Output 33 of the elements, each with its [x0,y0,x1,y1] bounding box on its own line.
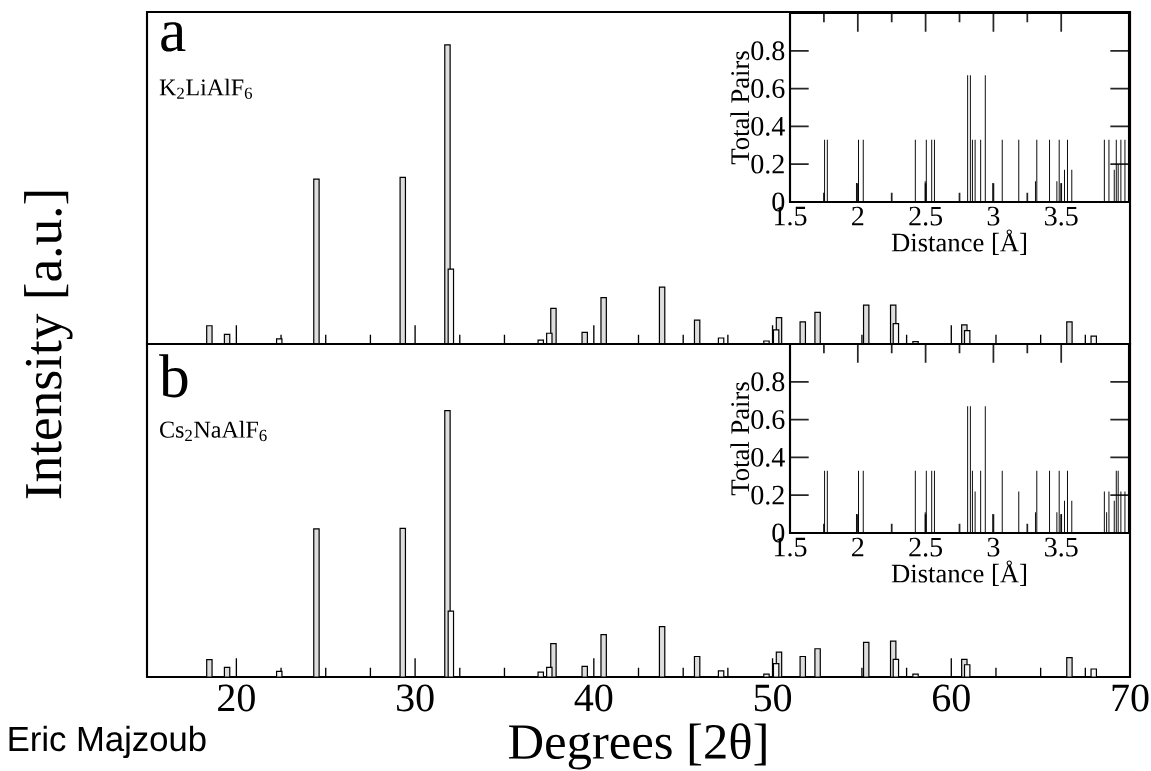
x-axis-title: Distance [Å] [891,560,1027,586]
annotation: K$_{2}$LiAlF$_{6}$ [159,78,253,99]
y-axis-title: Total Pairs [730,51,750,165]
y-tick-label: 0.4 [751,116,785,136]
x-tick-label: 2 [852,206,864,226]
x-tick-label: 3 [987,206,1000,226]
y-tick-label: 0.6 [751,410,785,430]
annotation: Cs$_{2}$NaAlF$_{6}$ [160,420,267,442]
x-tick-label: 2.5 [909,206,943,226]
x-axis-title: Distance [Å] [891,229,1027,255]
x-tick-label: 50 [754,684,792,712]
x-tick-label: 40 [574,684,613,712]
x-tick-label: 70 [1112,684,1149,712]
x-tick-label: 20 [218,684,255,712]
annotation: a [161,22,186,52]
x-tick-label: 30 [397,684,434,712]
text: Eric Majzoub [9,725,206,759]
x-tick-label: 2.5 [909,537,943,557]
x-tick-label: 3.5 [1045,537,1078,557]
y-tick-label: 0.8 [751,372,785,392]
x-tick-label: 60 [933,684,970,712]
y-axis-title: Total Pairs [730,382,750,496]
y-tick-label: 0.4 [751,447,785,467]
x-axis-title: Degrees [2θ] [508,723,766,770]
y-tick-label: 0.2 [751,485,784,505]
y-axis-title: Intensity [a.u.] [24,191,73,499]
y-tick-label: 0.6 [751,79,785,99]
y-tick-label: 0.8 [751,41,785,61]
x-tick-label: 3 [987,537,1000,557]
x-tick-label: 3.5 [1045,206,1078,226]
text: b [159,354,188,398]
x-tick-label: 2 [852,537,864,557]
y-tick-label: 0.2 [751,154,784,174]
